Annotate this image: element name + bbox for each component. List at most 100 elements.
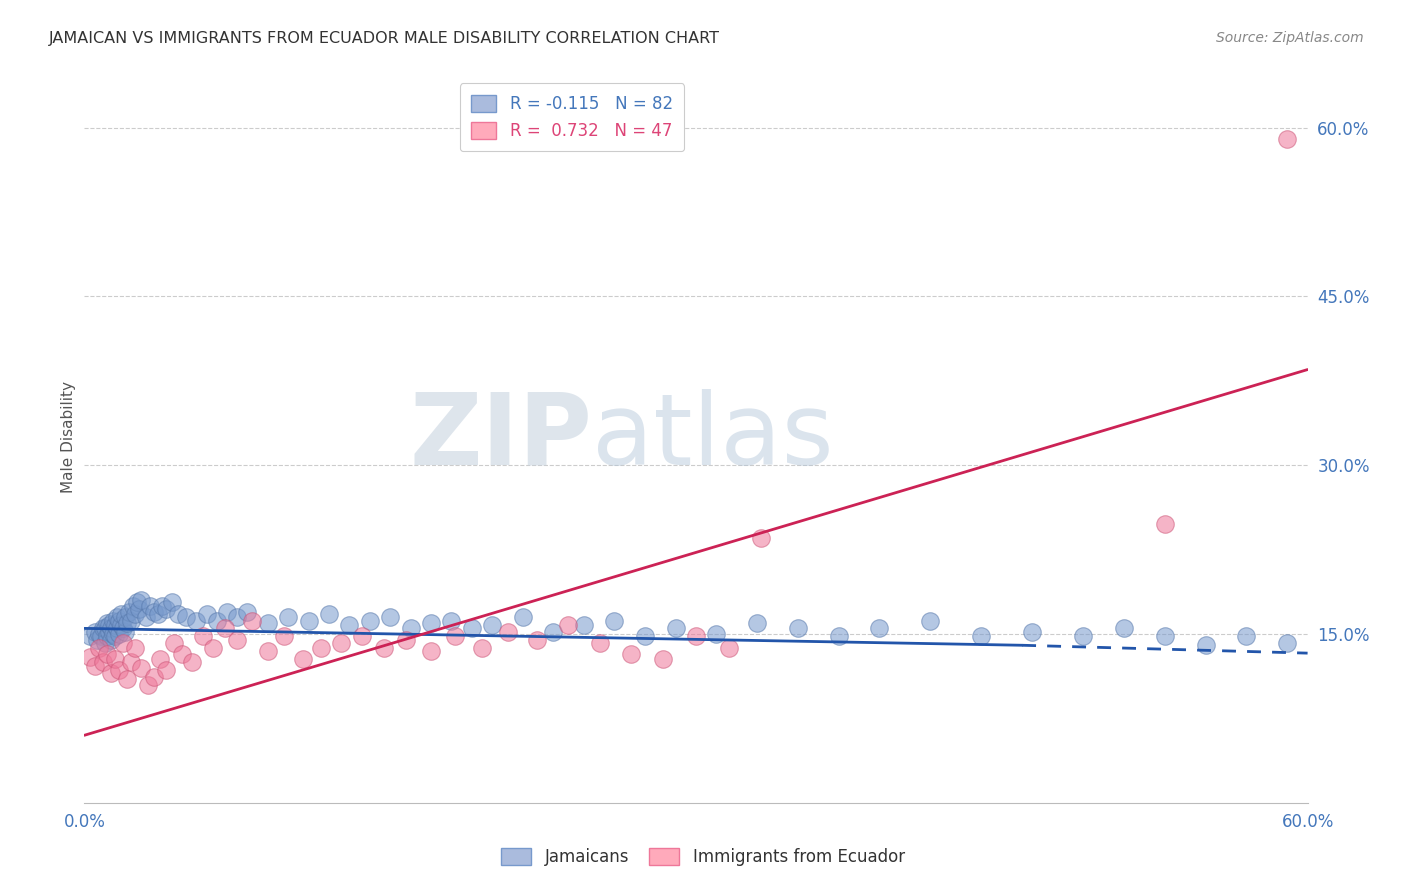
Point bbox=[186, 614, 208, 628]
Point bbox=[380, 610, 402, 624]
Point bbox=[277, 610, 299, 624]
Point bbox=[498, 624, 520, 639]
Point bbox=[399, 621, 422, 635]
Point bbox=[359, 614, 381, 628]
Point bbox=[97, 618, 120, 632]
Point bbox=[174, 610, 197, 624]
Point bbox=[172, 647, 194, 661]
Point bbox=[420, 644, 443, 658]
Point bbox=[124, 640, 146, 655]
Point bbox=[114, 610, 136, 624]
Point bbox=[87, 627, 110, 641]
Point bbox=[128, 602, 150, 616]
Point bbox=[142, 670, 165, 684]
Point bbox=[87, 640, 110, 655]
Point bbox=[108, 663, 131, 677]
Text: atlas: atlas bbox=[592, 389, 834, 485]
Point bbox=[291, 652, 314, 666]
Point bbox=[90, 629, 112, 643]
Point bbox=[634, 629, 657, 643]
Point bbox=[339, 618, 361, 632]
Point bbox=[526, 632, 548, 647]
Point bbox=[512, 610, 534, 624]
Point bbox=[83, 624, 105, 639]
Point bbox=[747, 615, 769, 630]
Point bbox=[79, 649, 101, 664]
Point bbox=[1021, 624, 1043, 639]
Point bbox=[557, 618, 579, 632]
Point bbox=[100, 666, 122, 681]
Point bbox=[142, 605, 165, 619]
Point bbox=[749, 532, 772, 546]
Point bbox=[226, 632, 249, 647]
Point bbox=[1195, 638, 1218, 652]
Point bbox=[373, 640, 395, 655]
Point bbox=[273, 629, 295, 643]
Point bbox=[79, 629, 101, 643]
Point bbox=[1277, 132, 1299, 146]
Point bbox=[96, 647, 118, 661]
Point bbox=[603, 614, 626, 628]
Point bbox=[160, 595, 183, 609]
Point bbox=[226, 610, 249, 624]
Text: JAMAICAN VS IMMIGRANTS FROM ECUADOR MALE DISABILITY CORRELATION CHART: JAMAICAN VS IMMIGRANTS FROM ECUADOR MALE… bbox=[49, 31, 720, 46]
Point bbox=[461, 621, 484, 635]
Point bbox=[124, 607, 146, 621]
Point bbox=[181, 655, 204, 669]
Point bbox=[257, 644, 280, 658]
Point bbox=[136, 678, 159, 692]
Point bbox=[920, 614, 942, 628]
Point bbox=[201, 640, 224, 655]
Point bbox=[1073, 629, 1095, 643]
Point bbox=[214, 621, 236, 635]
Point bbox=[110, 607, 132, 621]
Point bbox=[444, 629, 467, 643]
Point bbox=[146, 607, 169, 621]
Point bbox=[112, 636, 135, 650]
Point bbox=[240, 614, 263, 628]
Text: ZIP: ZIP bbox=[409, 389, 592, 485]
Point bbox=[440, 614, 463, 628]
Point bbox=[163, 636, 186, 650]
Point bbox=[620, 647, 643, 661]
Point bbox=[572, 618, 595, 632]
Point bbox=[481, 618, 503, 632]
Text: Source: ZipAtlas.com: Source: ZipAtlas.com bbox=[1216, 31, 1364, 45]
Point bbox=[149, 652, 172, 666]
Point bbox=[205, 614, 228, 628]
Point bbox=[120, 614, 142, 628]
Point bbox=[318, 607, 340, 621]
Point bbox=[543, 624, 565, 639]
Point bbox=[118, 605, 141, 619]
Point bbox=[91, 621, 114, 635]
Point bbox=[309, 640, 332, 655]
Point bbox=[1114, 621, 1136, 635]
Point bbox=[787, 621, 810, 635]
Point bbox=[828, 629, 851, 643]
Point bbox=[1154, 629, 1177, 643]
Point bbox=[155, 663, 177, 677]
Point bbox=[236, 605, 259, 619]
Point bbox=[131, 593, 153, 607]
Point bbox=[138, 599, 160, 613]
Legend: Jamaicans, Immigrants from Ecuador: Jamaicans, Immigrants from Ecuador bbox=[495, 841, 911, 873]
Point bbox=[105, 621, 128, 635]
Legend: R = -0.115   N = 82, R =  0.732   N = 47: R = -0.115 N = 82, R = 0.732 N = 47 bbox=[460, 83, 685, 152]
Point bbox=[108, 627, 131, 641]
Point bbox=[1277, 636, 1299, 650]
Point bbox=[471, 640, 494, 655]
Point bbox=[155, 602, 177, 616]
Point bbox=[970, 629, 993, 643]
Point bbox=[101, 627, 124, 641]
Point bbox=[191, 629, 214, 643]
Y-axis label: Male Disability: Male Disability bbox=[60, 381, 76, 493]
Point bbox=[167, 607, 190, 621]
Point bbox=[91, 655, 114, 669]
Point bbox=[96, 629, 118, 643]
Point bbox=[217, 605, 239, 619]
Point bbox=[652, 652, 675, 666]
Point bbox=[120, 655, 142, 669]
Point bbox=[195, 607, 218, 621]
Point bbox=[110, 618, 132, 632]
Point bbox=[150, 599, 173, 613]
